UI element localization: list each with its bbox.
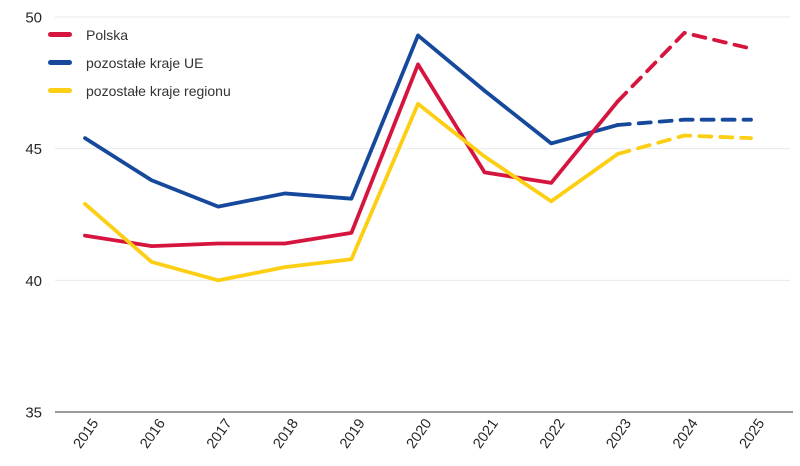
x-axis-tick-label: 2020 [404,416,436,452]
legend-swatch-icon [48,88,72,93]
x-axis-tick-label: 2016 [137,416,169,452]
x-axis-tick-label: 2022 [537,416,569,452]
legend-swatch-icon [48,32,72,37]
series-line-pozosta-e-kraje-ue [83,33,620,209]
legend-label: pozostałe kraje regionu [86,82,231,99]
legend-item-2: pozostałe kraje regionu [48,81,231,100]
x-axis-tick-label: 2017 [204,416,236,452]
legend-swatch-icon [48,60,72,65]
y-axis-tick-label: 45 [25,141,42,158]
y-axis-tick-label: 40 [25,273,42,290]
legend-label: pozostałe kraje UE [86,54,204,71]
x-axis-tick-label: 2019 [337,416,369,452]
y-axis-tick-label: 35 [25,405,42,422]
legend-label: Polska [86,26,129,43]
x-axis-tick-label: 2018 [270,416,302,452]
x-axis-tick-label: 2024 [670,416,702,452]
x-axis-tick-label: 2015 [71,416,103,452]
legend-item-1: pozostałe kraje UE [48,53,231,72]
legend-item-0: Polska [48,25,231,44]
y-axis-tick-label: 50 [25,10,42,27]
chart-legend: Polska pozostałe kraje UE pozostałe kraje … [48,25,231,100]
series-line-polska [83,62,620,249]
series-forecast-line-pozosta-e-kraje-regionu [615,133,753,156]
x-axis-tick-label: 2023 [603,416,635,452]
series-forecast-line-pozosta-e-kraje-ue [615,117,753,127]
series-forecast-line-polska [615,30,753,104]
x-axis-tick-label: 2021 [470,416,502,452]
series-line-pozosta-e-kraje-regionu [83,102,620,283]
x-axis-tick-label: 2025 [737,416,769,452]
